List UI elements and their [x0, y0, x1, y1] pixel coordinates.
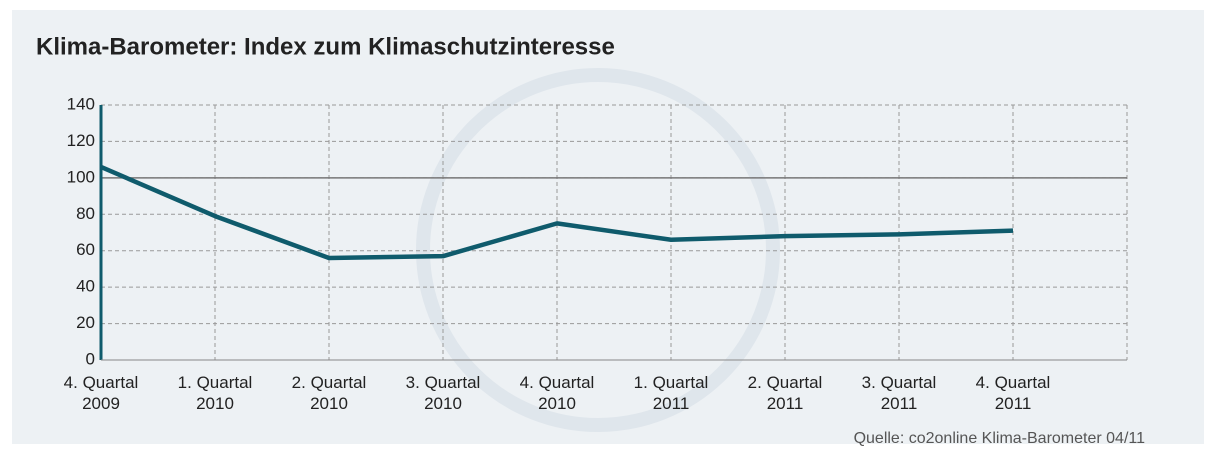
x-tick-label: 4. Quartal 2010 — [509, 372, 605, 414]
y-tick-label: 40 — [76, 277, 95, 296]
x-tick-label: 2. Quartal 2010 — [281, 372, 377, 414]
y-tick-label: 120 — [67, 131, 95, 150]
page: Klima-Barometer: Index zum Klimaschutzin… — [0, 0, 1216, 454]
x-tick-label: 2. Quartal 2011 — [737, 372, 833, 414]
x-tick-label: 1. Quartal 2010 — [167, 372, 263, 414]
x-tick-label: 4. Quartal 2011 — [965, 372, 1061, 414]
y-tick-label: 100 — [67, 167, 95, 186]
x-tick-label: 3. Quartal 2011 — [851, 372, 947, 414]
x-tick-label: 4. Quartal 2009 — [53, 372, 149, 414]
x-tick-label: 1. Quartal 2011 — [623, 372, 719, 414]
chart-title: Klima-Barometer: Index zum Klimaschutzin… — [36, 33, 615, 60]
y-tick-label: 60 — [76, 240, 95, 259]
y-tick-label: 0 — [86, 349, 95, 368]
x-tick-label: 3. Quartal 2010 — [395, 372, 491, 414]
source: Quelle: co2online Klima-Barometer 04/11 — [854, 430, 1146, 447]
y-tick-label: 20 — [76, 313, 95, 332]
y-tick-label: 80 — [76, 204, 95, 223]
y-tick-label: 140 — [67, 94, 95, 113]
